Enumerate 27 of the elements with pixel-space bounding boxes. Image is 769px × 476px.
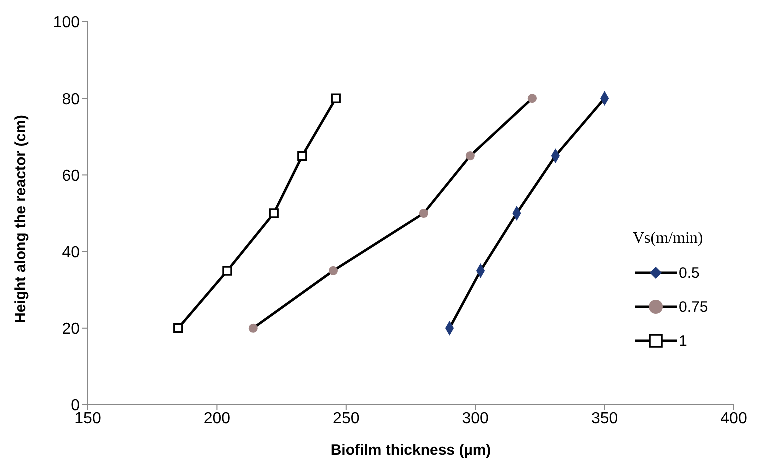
legend-title: Vs(m/min) bbox=[633, 230, 704, 248]
point bbox=[174, 324, 184, 334]
x-tick-label: 300 bbox=[462, 410, 490, 428]
point bbox=[419, 208, 428, 218]
x-tick-label: 350 bbox=[591, 410, 618, 428]
y-tick-label: 80 bbox=[62, 91, 80, 108]
x-tick-label: 150 bbox=[74, 410, 102, 428]
x-tick-label: 400 bbox=[720, 410, 748, 428]
point bbox=[331, 94, 341, 104]
y-tick-label: 20 bbox=[62, 321, 80, 338]
point bbox=[222, 266, 232, 276]
legend-label: 0.5 bbox=[679, 264, 700, 282]
x-tick-label: 200 bbox=[204, 410, 231, 428]
point bbox=[269, 208, 279, 218]
point bbox=[466, 152, 475, 161]
legend-label: 1 bbox=[679, 332, 688, 350]
point bbox=[528, 94, 537, 104]
y-tick-label: 60 bbox=[62, 168, 80, 185]
y-axis-title: Height along the reactor (cm) bbox=[12, 115, 30, 324]
y-tick-label: 40 bbox=[62, 244, 80, 262]
legend-label: 0.75 bbox=[679, 298, 708, 316]
point bbox=[248, 324, 258, 333]
x-tick-label: 250 bbox=[333, 410, 360, 428]
y-tick-label: 100 bbox=[53, 14, 80, 32]
point bbox=[298, 151, 308, 161]
x-axis-title: Biofilm thickness (µm) bbox=[330, 442, 492, 459]
point bbox=[328, 266, 338, 276]
